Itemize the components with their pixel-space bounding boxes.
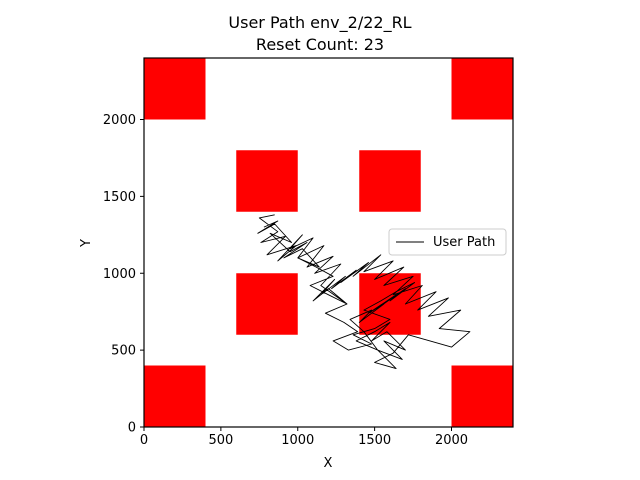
x-tick-label: 1500 [358, 433, 391, 448]
y-axis-ticks: 0 500 1000 1500 2000 [103, 113, 144, 436]
x-axis-label: X [324, 456, 333, 471]
y-axis-label: Y [79, 239, 94, 248]
obstacle-rect-7 [451, 365, 513, 427]
y-tick-label: 1000 [103, 267, 136, 282]
y-tick-label: 2000 [103, 113, 136, 128]
legend-label-user-path: User Path [433, 235, 495, 250]
plot-frame [143, 57, 514, 428]
x-tick-label: 1000 [281, 433, 314, 448]
legend-box [388, 228, 507, 256]
x-tick-label: 0 [140, 433, 148, 448]
x-axis-ticks: 0 500 1000 1500 2000 [140, 427, 468, 448]
y-tick-label: 0 [128, 421, 136, 436]
x-tick-label: 500 [208, 433, 233, 448]
obstacle-rect-1 [451, 58, 513, 120]
obstacle-rect-2 [236, 150, 298, 212]
x-tick-label: 2000 [435, 433, 468, 448]
legend: User Path [388, 228, 507, 256]
y-tick-label: 1500 [103, 190, 136, 205]
obstacle-rect-4 [236, 273, 298, 335]
obstacle-rect-3 [359, 150, 421, 212]
y-tick-label: 500 [111, 344, 136, 359]
obstacle-rect-5 [359, 273, 421, 335]
chart-title: User Path env_2/22_RL [228, 13, 411, 33]
obstacle-layer [144, 58, 513, 427]
obstacle-rect-0 [144, 58, 206, 120]
obstacle-rect-6 [144, 365, 206, 427]
chart-subtitle: Reset Count: 23 [256, 35, 384, 54]
path-layer [257, 214, 471, 370]
series-line-user-path [257, 214, 471, 370]
